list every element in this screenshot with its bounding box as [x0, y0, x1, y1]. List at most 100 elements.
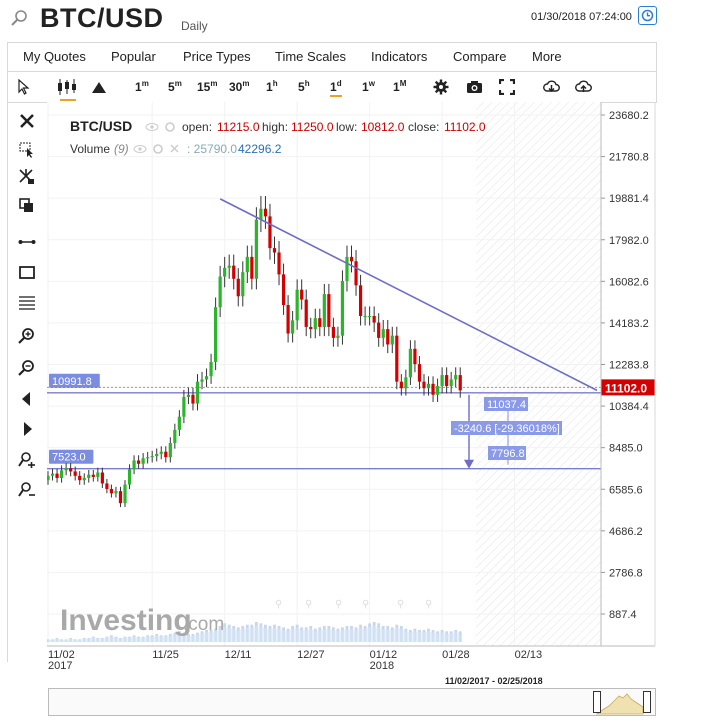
- timeframe-1w[interactable]: 1w: [362, 79, 375, 94]
- last-price-label: 11102.0: [605, 381, 647, 395]
- reset-zoom-icon[interactable]: [18, 481, 36, 499]
- candle-body: [127, 469, 132, 485]
- zoom-in-icon[interactable]: [18, 327, 36, 345]
- active-chart-type-underline: [60, 99, 76, 101]
- y-tick-label: 10384.4: [609, 401, 649, 413]
- candlestick-type-icon[interactable]: [56, 78, 78, 96]
- candle-body: [173, 429, 177, 443]
- candle-body: [195, 381, 200, 404]
- close-icon[interactable]: [18, 112, 36, 130]
- timeframe-30m[interactable]: 30m: [229, 79, 250, 94]
- fullscreen-icon[interactable]: [499, 79, 515, 95]
- chart-tool-icon[interactable]: ⚲: [305, 599, 312, 610]
- future-area: [476, 102, 601, 646]
- candle-body: [59, 470, 64, 478]
- x-tick-label: 11/25: [152, 649, 179, 661]
- candle-body: [377, 322, 381, 338]
- range-right-handle[interactable]: [643, 691, 651, 713]
- candle-body: [250, 256, 254, 279]
- y-tick-label: 887.4: [609, 609, 637, 621]
- candle-body: [390, 335, 394, 345]
- magnet-zoom-icon[interactable]: [18, 451, 36, 469]
- scroll-right-icon[interactable]: [18, 420, 36, 438]
- fibonacci-tool-icon[interactable]: [18, 294, 36, 312]
- range-left-handle[interactable]: [593, 691, 601, 713]
- y-tick-label: 4686.2: [609, 526, 643, 538]
- gear-icon[interactable]: [433, 79, 449, 95]
- range-navigator[interactable]: [48, 688, 656, 716]
- candle-body: [300, 289, 304, 300]
- volume-eye-icon[interactable]: [133, 145, 147, 153]
- candle-body: [404, 377, 408, 389]
- legend-eye-icon[interactable]: [145, 123, 159, 131]
- menu-indicators[interactable]: Indicators: [371, 49, 428, 64]
- zoom-out-icon[interactable]: [18, 359, 36, 377]
- candle-body: [109, 488, 114, 494]
- timeframe-15m[interactable]: 15m: [197, 79, 218, 94]
- drawing-tools-sidebar: [7, 102, 46, 662]
- menu-more[interactable]: More: [532, 49, 562, 64]
- candle-body: [286, 305, 290, 334]
- menu-popular[interactable]: Popular: [111, 49, 156, 64]
- legend-gear-icon[interactable]: [165, 122, 175, 132]
- rectangle-tool-icon[interactable]: [18, 263, 36, 281]
- y-tick-label: 23680.2: [609, 110, 649, 122]
- candle-body: [363, 315, 367, 317]
- scroll-left-icon[interactable]: [18, 390, 36, 408]
- volume-area: [48, 626, 461, 642]
- candle-body: [186, 394, 191, 397]
- candle-body: [354, 261, 358, 286]
- menu-price-types[interactable]: Price Types: [183, 49, 251, 64]
- cursor-icon[interactable]: [17, 79, 31, 95]
- candle-body: [417, 364, 422, 382]
- candle-body: [82, 477, 86, 481]
- trendline[interactable]: [219, 198, 598, 392]
- candle-body: [123, 484, 127, 504]
- volume-gear-icon[interactable]: [153, 144, 163, 154]
- chart-tool-icon[interactable]: ⚲: [362, 599, 369, 610]
- chart-tool-icon[interactable]: ⚲: [425, 599, 432, 610]
- candle-body: [386, 329, 390, 345]
- candle-body: [73, 471, 77, 476]
- clock-icon[interactable]: [638, 6, 657, 25]
- y-tick-label: 2786.8: [609, 567, 643, 579]
- volume-close-icon[interactable]: [170, 144, 179, 153]
- menu-time-scales[interactable]: Time Scales: [275, 49, 347, 64]
- chart-tool-icon[interactable]: ⚲: [397, 599, 404, 610]
- timeframe-1h[interactable]: 1h: [266, 79, 278, 94]
- area-type-icon[interactable]: [91, 80, 107, 94]
- legend-volume: Volume (9) : 25790.0 42296.2: [70, 142, 282, 156]
- line-tool-icon[interactable]: [18, 233, 36, 251]
- timeframe-1m[interactable]: 1m: [135, 79, 149, 94]
- datetime-label: 01/30/2018 07:24:00: [531, 11, 632, 23]
- legend-symbol: BTC/USD: [70, 118, 132, 134]
- chart-tool-icon[interactable]: ⚲: [275, 599, 282, 610]
- symbol-title[interactable]: BTC/USD: [40, 3, 164, 33]
- timeframe-1M[interactable]: 1M: [393, 79, 407, 94]
- timeframe-5h[interactable]: 5h: [298, 79, 310, 94]
- candle-body: [159, 451, 163, 454]
- download-cloud-icon[interactable]: [543, 79, 560, 95]
- zoom-select-icon[interactable]: [18, 140, 36, 158]
- candle-body: [168, 442, 172, 458]
- level-label-box: [49, 449, 94, 464]
- timeframe-1d[interactable]: 1d: [330, 79, 342, 97]
- crosshair-delete-icon[interactable]: [18, 168, 36, 186]
- candle-body: [132, 460, 136, 470]
- search-icon[interactable]: [10, 9, 28, 27]
- timeframe-5m[interactable]: 5m: [168, 79, 182, 94]
- chart-tool-icon[interactable]: ⚲: [335, 599, 342, 610]
- menu-my-quotes[interactable]: My Quotes: [23, 49, 86, 64]
- y-tick-label: 21780.8: [609, 152, 649, 164]
- measure-top-label: 11037.4: [487, 399, 526, 411]
- candle-body: [336, 335, 340, 338]
- camera-icon[interactable]: [466, 80, 483, 94]
- upload-cloud-icon[interactable]: [575, 79, 592, 95]
- candle-body: [435, 386, 440, 395]
- clone-icon[interactable]: [18, 197, 36, 215]
- menu-compare[interactable]: Compare: [453, 49, 507, 64]
- candle-body: [399, 381, 403, 389]
- range-label: 11/02/2017 - 02/25/2018: [445, 676, 543, 686]
- candle-body: [204, 376, 209, 380]
